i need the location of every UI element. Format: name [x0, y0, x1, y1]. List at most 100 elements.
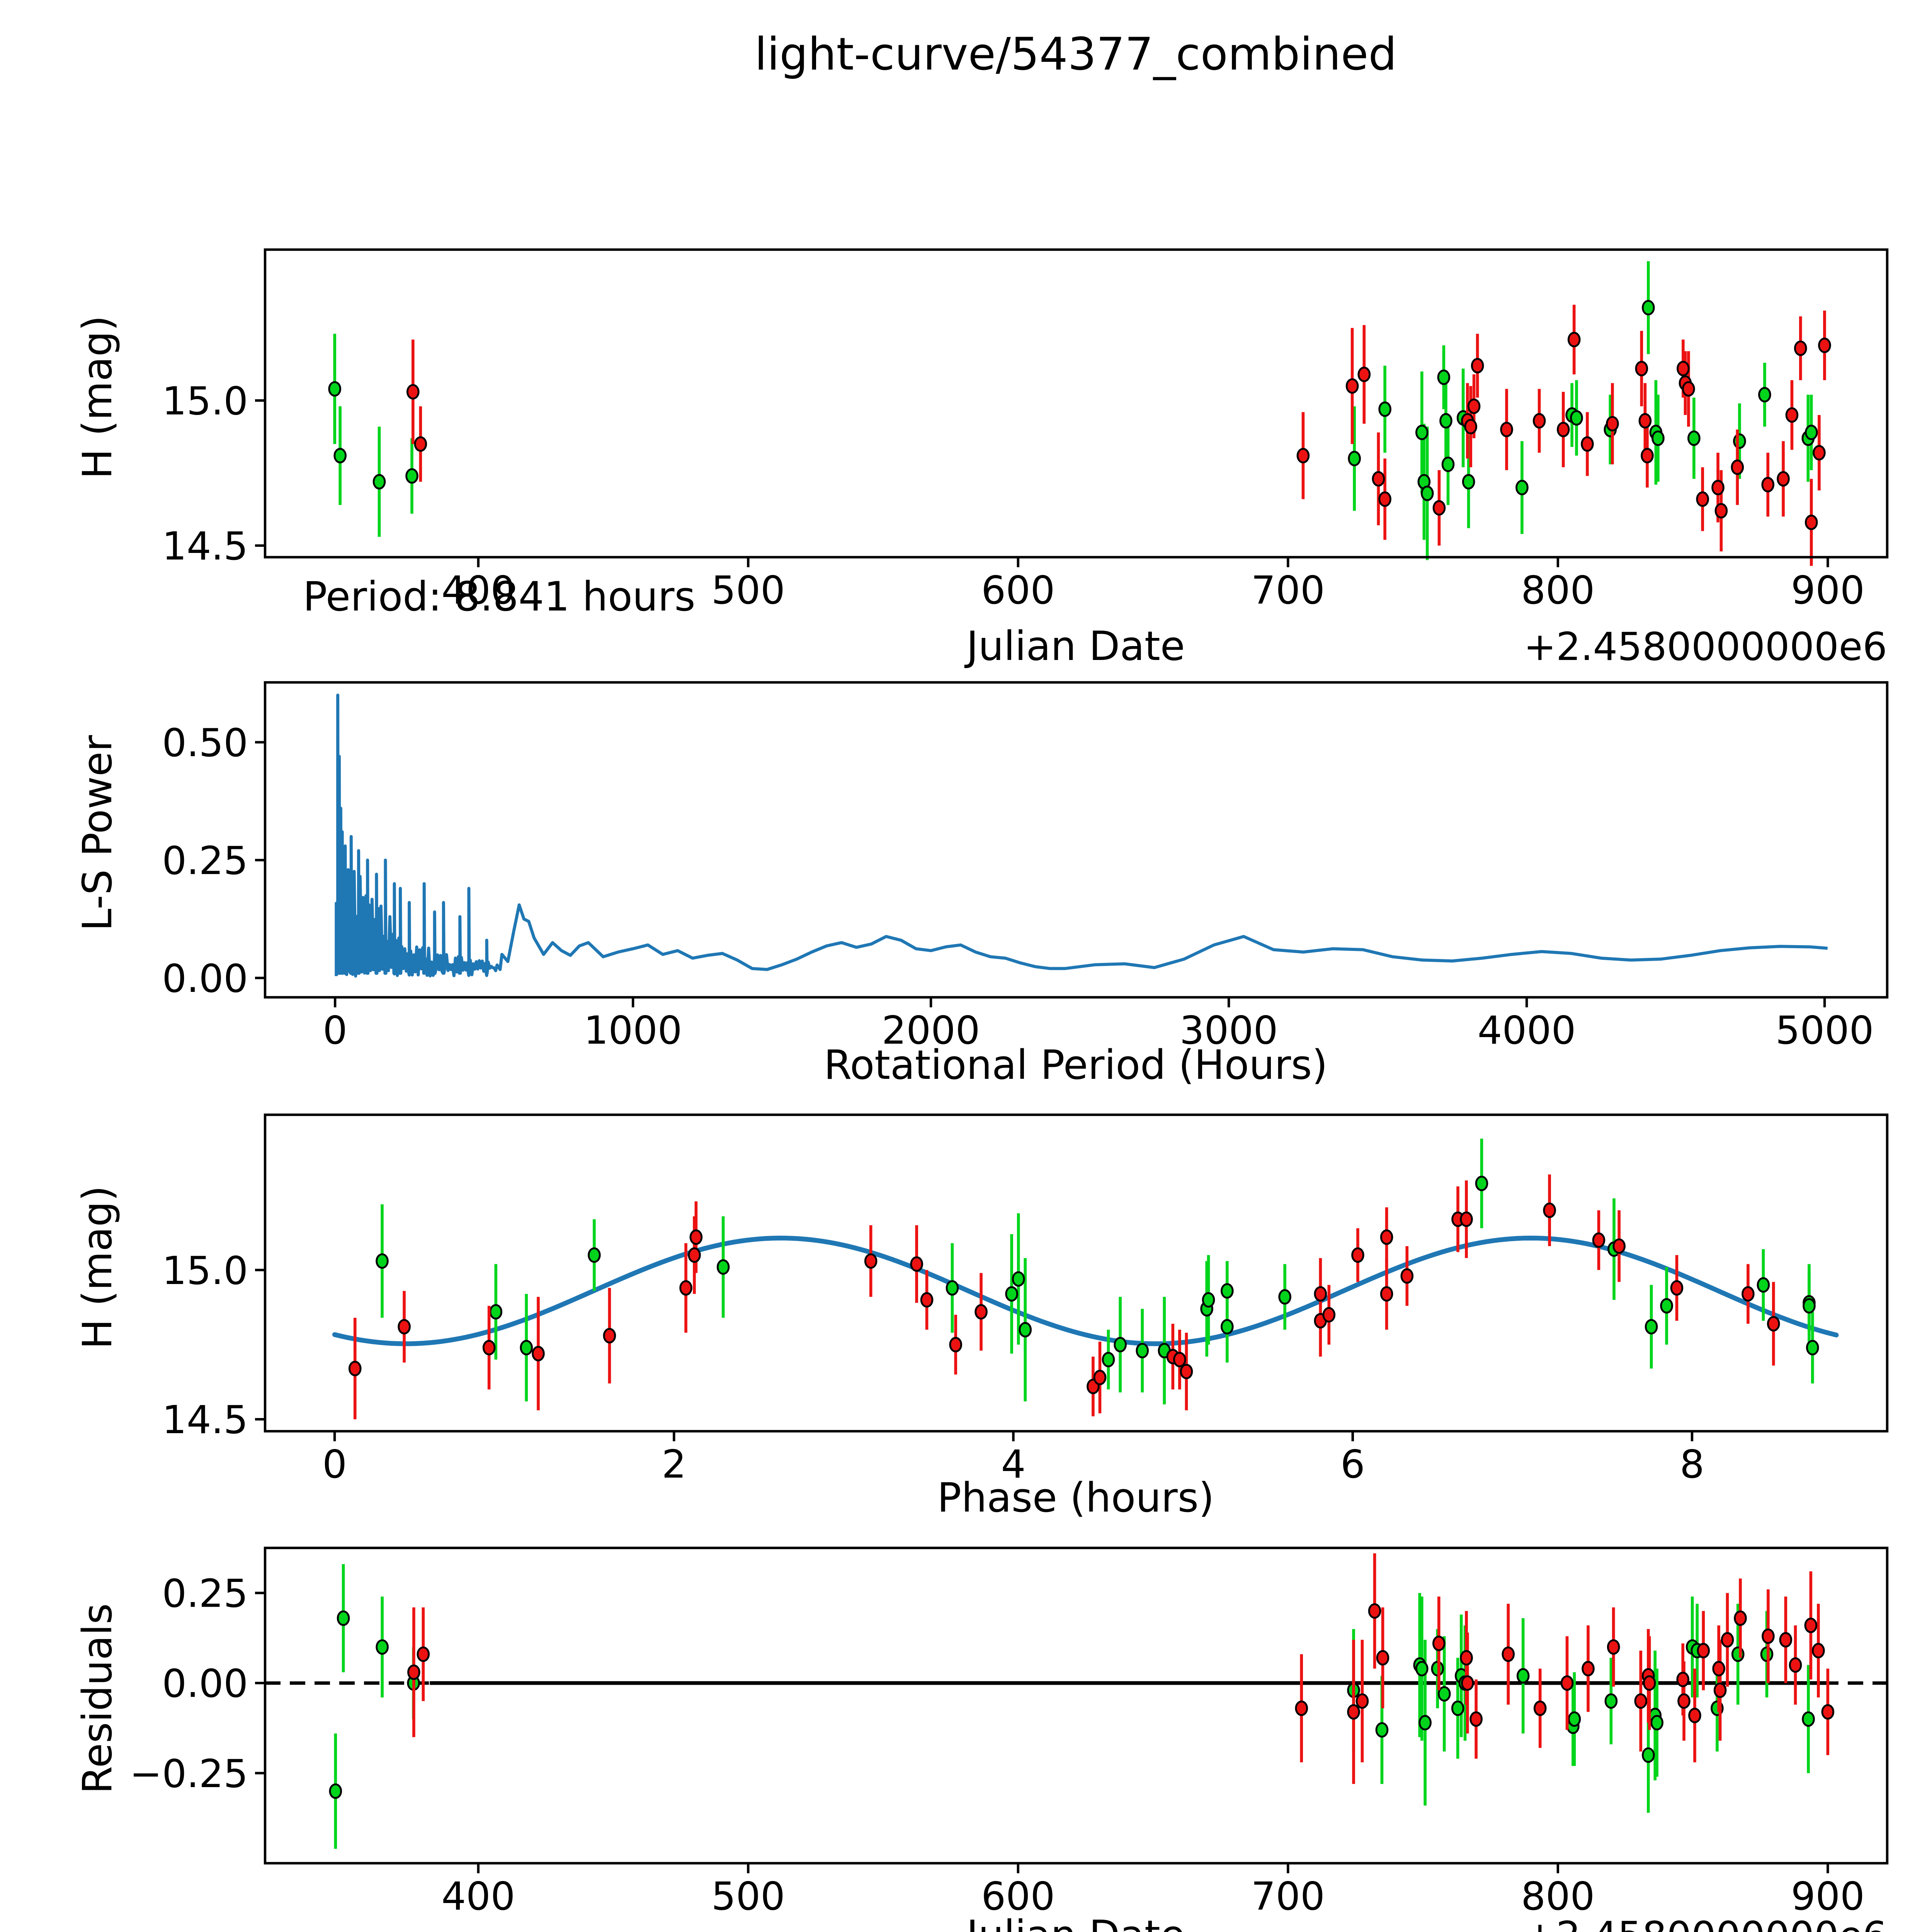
data-point	[532, 1346, 545, 1362]
y-tick-label: 15.0	[162, 1248, 248, 1293]
data-point	[1592, 1232, 1605, 1248]
data-point	[1789, 1657, 1802, 1673]
data-point	[1687, 430, 1701, 446]
data-point	[603, 1328, 616, 1344]
data-point	[975, 1304, 988, 1320]
data-point	[1645, 1319, 1658, 1335]
y-tick-label: 0.25	[162, 838, 248, 883]
data-point	[1806, 1340, 1819, 1355]
data-point	[1804, 514, 1818, 530]
data-point	[1221, 1283, 1234, 1299]
series-green	[329, 1564, 1815, 1849]
data-point	[689, 1229, 703, 1245]
data-point	[1721, 1632, 1734, 1648]
data-point	[1643, 1675, 1656, 1691]
data-point	[1380, 1286, 1393, 1302]
data-point	[414, 436, 427, 452]
data-point	[1372, 471, 1385, 487]
data-point	[1437, 1686, 1451, 1702]
data-point	[489, 1304, 503, 1320]
data-point	[1794, 340, 1807, 356]
data-point	[588, 1247, 601, 1263]
data-point	[1202, 1292, 1215, 1308]
data-point	[1767, 1316, 1780, 1332]
data-point	[1500, 422, 1513, 437]
data-point	[1502, 1646, 1515, 1662]
data-point	[1278, 1289, 1291, 1305]
series-green	[376, 1138, 1819, 1405]
data-point	[372, 474, 386, 490]
axis-offset-subplot1: +2.4580000000e6	[1524, 624, 1887, 669]
x-tick-label: 700	[1251, 1874, 1325, 1919]
data-point	[1785, 407, 1799, 423]
data-point	[1093, 1369, 1107, 1385]
data-point	[1714, 503, 1728, 519]
data-point	[1451, 1700, 1464, 1716]
data-point	[1638, 413, 1652, 429]
subplot-lightcurve-jd: 400 500 600 700 800 900 14.5 15.0	[162, 248, 1889, 613]
data-point	[1464, 419, 1478, 435]
data-point	[1180, 1364, 1193, 1379]
data-point	[1221, 1319, 1234, 1335]
x-tick-label: 700	[1251, 568, 1325, 613]
data-point	[1439, 413, 1452, 429]
data-point	[1460, 1211, 1473, 1227]
data-point	[1581, 436, 1594, 452]
data-point	[1005, 1286, 1018, 1302]
axis-label-y-subplot4: Residuals	[76, 1603, 122, 1794]
data-point	[1697, 1643, 1710, 1658]
data-point	[1660, 1298, 1673, 1314]
data-point	[1461, 1675, 1474, 1691]
data-point	[1348, 451, 1361, 466]
data-point	[1696, 491, 1709, 507]
data-point	[1295, 1700, 1308, 1716]
data-point	[1136, 1343, 1149, 1359]
data-point	[1650, 1715, 1663, 1731]
data-point	[1812, 1643, 1825, 1658]
x-tick-label: 800	[1521, 568, 1595, 613]
data-point	[348, 1361, 362, 1376]
data-point	[1432, 1636, 1446, 1651]
data-point	[1731, 459, 1744, 475]
data-point	[1651, 430, 1665, 446]
data-point	[337, 1610, 350, 1626]
y-tick-label: 14.5	[162, 524, 248, 569]
data-point	[1713, 1682, 1727, 1698]
data-point	[1368, 1603, 1381, 1619]
subplot-residuals: 400 500 600 700 800 900 −0.25 0.00 0.25	[130, 1546, 1889, 1919]
data-point	[1821, 1704, 1835, 1720]
x-tick-label: 500	[711, 568, 785, 613]
y-tick-label: 15.0	[162, 378, 248, 423]
period-annotation: Period: 8.841 hours	[303, 575, 696, 621]
y-tick-label: 0.50	[162, 720, 248, 765]
data-point	[688, 1247, 701, 1263]
axis-label-y-subplot1: H (mag)	[76, 315, 122, 479]
data-point	[1560, 1675, 1574, 1691]
data-point	[1804, 425, 1818, 440]
data-point	[1418, 1715, 1432, 1731]
axis-offset-subplot4: +2.4580000000e6	[264, 1913, 1887, 1932]
data-point	[1475, 1175, 1488, 1191]
data-point	[1515, 480, 1529, 495]
data-point	[1378, 491, 1391, 507]
data-point	[1612, 1238, 1626, 1254]
data-point	[1355, 1693, 1369, 1709]
data-point	[1467, 398, 1481, 414]
x-tick-label: 400	[441, 568, 515, 613]
x-tick-label: 1000	[584, 1008, 682, 1053]
axis-label-x-subplot2: Rotational Period (Hours)	[824, 1043, 1328, 1090]
data-point	[1432, 500, 1446, 516]
data-point	[1378, 401, 1391, 417]
data-point	[1604, 1693, 1618, 1709]
data-point	[1376, 1650, 1389, 1666]
data-point	[1762, 1628, 1775, 1644]
data-point	[1173, 1352, 1186, 1367]
data-point	[1437, 369, 1451, 385]
data-point	[1462, 474, 1475, 490]
data-point	[1347, 1704, 1360, 1720]
data-point	[1543, 1202, 1556, 1218]
data-point	[1758, 387, 1771, 403]
x-tick-label: 0	[322, 1442, 347, 1487]
data-point	[716, 1259, 730, 1275]
data-point	[1441, 456, 1455, 472]
